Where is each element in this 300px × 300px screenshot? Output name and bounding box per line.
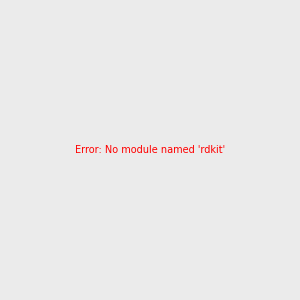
Text: Error: No module named 'rdkit': Error: No module named 'rdkit' (75, 145, 225, 155)
